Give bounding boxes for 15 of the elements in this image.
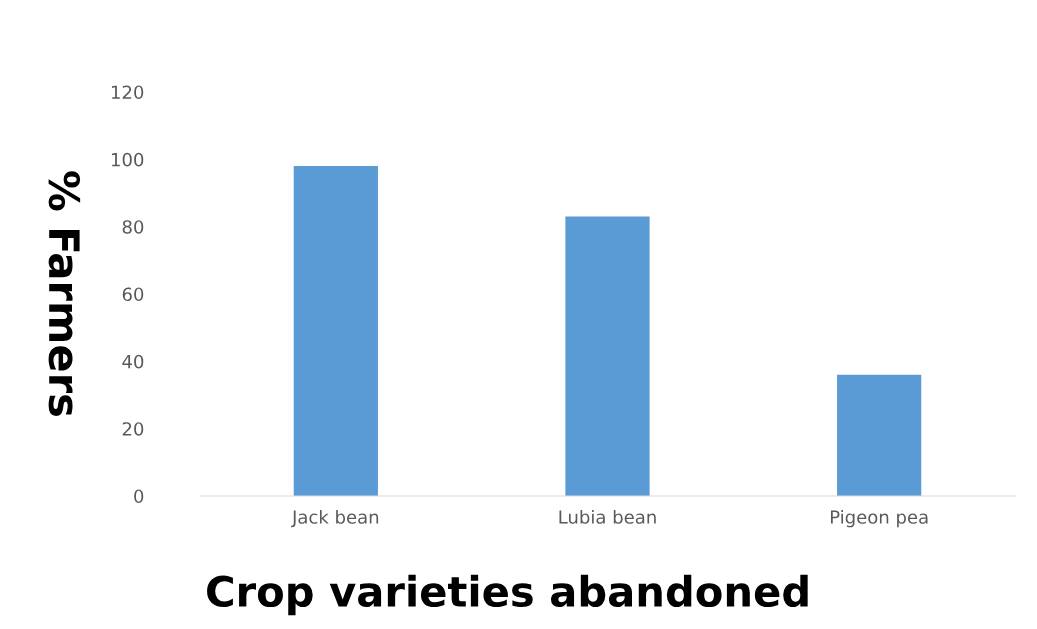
- y-tick-label: 20: [122, 422, 144, 436]
- y-tick-label: 120: [111, 85, 144, 100]
- y-tick-label: 0: [134, 489, 144, 504]
- y-tick-label: 60: [122, 287, 144, 302]
- x-tick-label: Jack bean: [291, 509, 379, 528]
- x-axis-title: Crop varieties abandoned: [207, 574, 808, 616]
- bar: [837, 374, 922, 496]
- y-tick-label: 100: [111, 152, 144, 167]
- y-tick-label: 40: [122, 354, 144, 369]
- y-axis-title: % Farmers: [48, 171, 81, 416]
- x-tick-label: Lubia bean: [559, 509, 656, 524]
- y-tick-label: 80: [122, 220, 144, 234]
- bar: [293, 166, 378, 496]
- x-tick-label: Pigeon pea: [830, 509, 928, 528]
- bar: [565, 216, 650, 496]
